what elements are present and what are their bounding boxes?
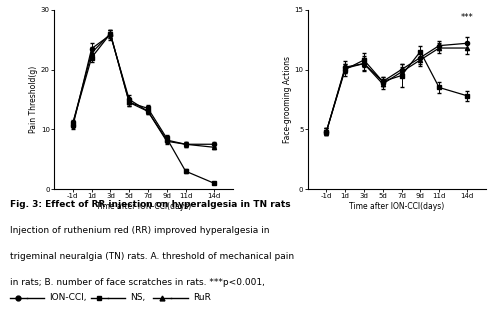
Text: Fig. 3: Effect of RR injection on hyperalgesia in TN rats: Fig. 3: Effect of RR injection on hypera… xyxy=(10,200,291,209)
Text: A: A xyxy=(40,0,52,1)
Text: ***: *** xyxy=(461,13,474,22)
Text: B: B xyxy=(293,0,305,1)
Y-axis label: Pain Threshold(g): Pain Threshold(g) xyxy=(29,66,38,133)
X-axis label: Time after ION-CCI(days): Time after ION-CCI(days) xyxy=(96,202,191,211)
Y-axis label: Face-grooming Actions: Face-grooming Actions xyxy=(283,56,292,143)
Text: RuR: RuR xyxy=(192,293,211,303)
Text: in rats; B. number of face scratches in rats. ***p<0.001,: in rats; B. number of face scratches in … xyxy=(10,278,265,287)
Text: ION-CCI,: ION-CCI, xyxy=(49,293,86,303)
Text: NS,: NS, xyxy=(130,293,145,303)
Text: Injection of ruthenium red (RR) improved hyperalgesia in: Injection of ruthenium red (RR) improved… xyxy=(10,226,270,235)
X-axis label: Time after ION-CCI(days): Time after ION-CCI(days) xyxy=(349,202,444,211)
Text: trigeminal neuralgia (TN) rats. A. threshold of mechanical pain: trigeminal neuralgia (TN) rats. A. thres… xyxy=(10,252,294,261)
